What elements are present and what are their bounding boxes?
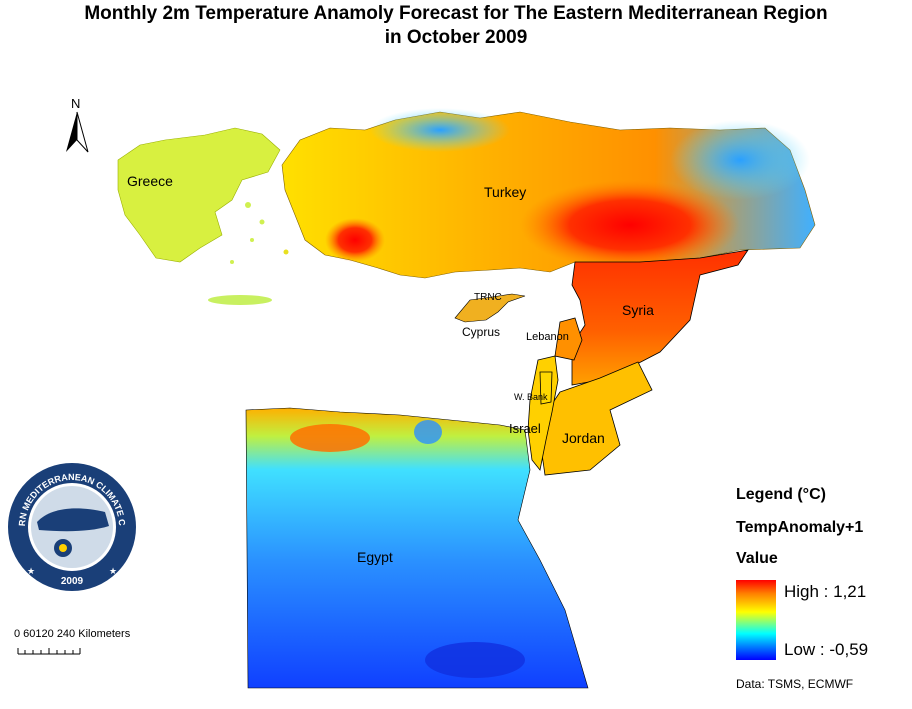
egypt-land <box>245 407 589 689</box>
east-anatolia-hot-zone <box>520 180 740 270</box>
egypt-area <box>245 407 589 689</box>
syria-area <box>571 249 749 386</box>
logo-year: 2009 <box>61 576 84 587</box>
delta-cool-zone <box>414 420 442 444</box>
scale-bar <box>17 648 81 655</box>
svg-text:★: ★ <box>27 566 35 576</box>
aegean-island <box>245 202 251 208</box>
svg-text:★: ★ <box>109 566 117 576</box>
black-sea-coast-cool-zone <box>370 108 510 152</box>
greece-area <box>117 127 289 305</box>
legend-value-label: Value <box>736 550 778 567</box>
cyprus-island <box>454 293 526 323</box>
south-cold-zone <box>425 642 525 678</box>
scale-bar-label: 0 60120 240 Kilometers <box>14 628 131 640</box>
map-title-line1: Monthly 2m Temperature Anamoly Forecast … <box>84 3 828 24</box>
aegean-island <box>283 249 289 255</box>
lebanon-area <box>554 317 583 361</box>
north-arrow-right-half <box>76 111 89 153</box>
legend-high-label: High : 1,21 <box>784 582 867 601</box>
greece-mainland <box>117 127 281 263</box>
label-greece: Greece <box>127 173 173 189</box>
map-title-line2: in October 2009 <box>384 27 528 48</box>
legend-field-name: TempAnomaly+1 <box>736 519 864 536</box>
emcc-logo: EASTERN MEDITERRANEAN CLIMATE CENTRE 200… <box>5 460 138 593</box>
label-egypt: Egypt <box>357 549 393 565</box>
label-israel: Israel <box>509 421 541 436</box>
aegean-island <box>230 260 234 264</box>
legend-title: Legend (°C) <box>736 486 826 503</box>
legend-low-label: Low : -0,59 <box>784 640 869 659</box>
crete-island <box>208 295 272 305</box>
label-lebanon: Lebanon <box>526 331 569 343</box>
label-west-bank: W. Bank <box>514 392 548 402</box>
label-syria: Syria <box>622 302 654 318</box>
southwest-hot-zone <box>325 218 385 262</box>
label-cyprus: Cyprus <box>462 325 500 339</box>
cyprus-land <box>454 293 526 323</box>
turkey-area <box>281 108 816 279</box>
data-source: Data: TSMS, ECMWF <box>736 677 854 691</box>
label-turkey: Turkey <box>484 184 526 200</box>
legend-color-ramp <box>736 580 776 660</box>
north-coast-hot-zone <box>290 424 370 452</box>
north-arrow-left-half <box>66 112 77 152</box>
west-bank-area <box>539 371 553 405</box>
north-arrow: N <box>66 96 89 153</box>
aegean-island <box>250 238 254 242</box>
label-trnc: TRNC <box>474 292 502 303</box>
northeast-cool-zone <box>670 120 810 200</box>
aegean-island <box>259 219 265 225</box>
label-jordan: Jordan <box>562 430 605 446</box>
north-label: N <box>71 96 80 111</box>
